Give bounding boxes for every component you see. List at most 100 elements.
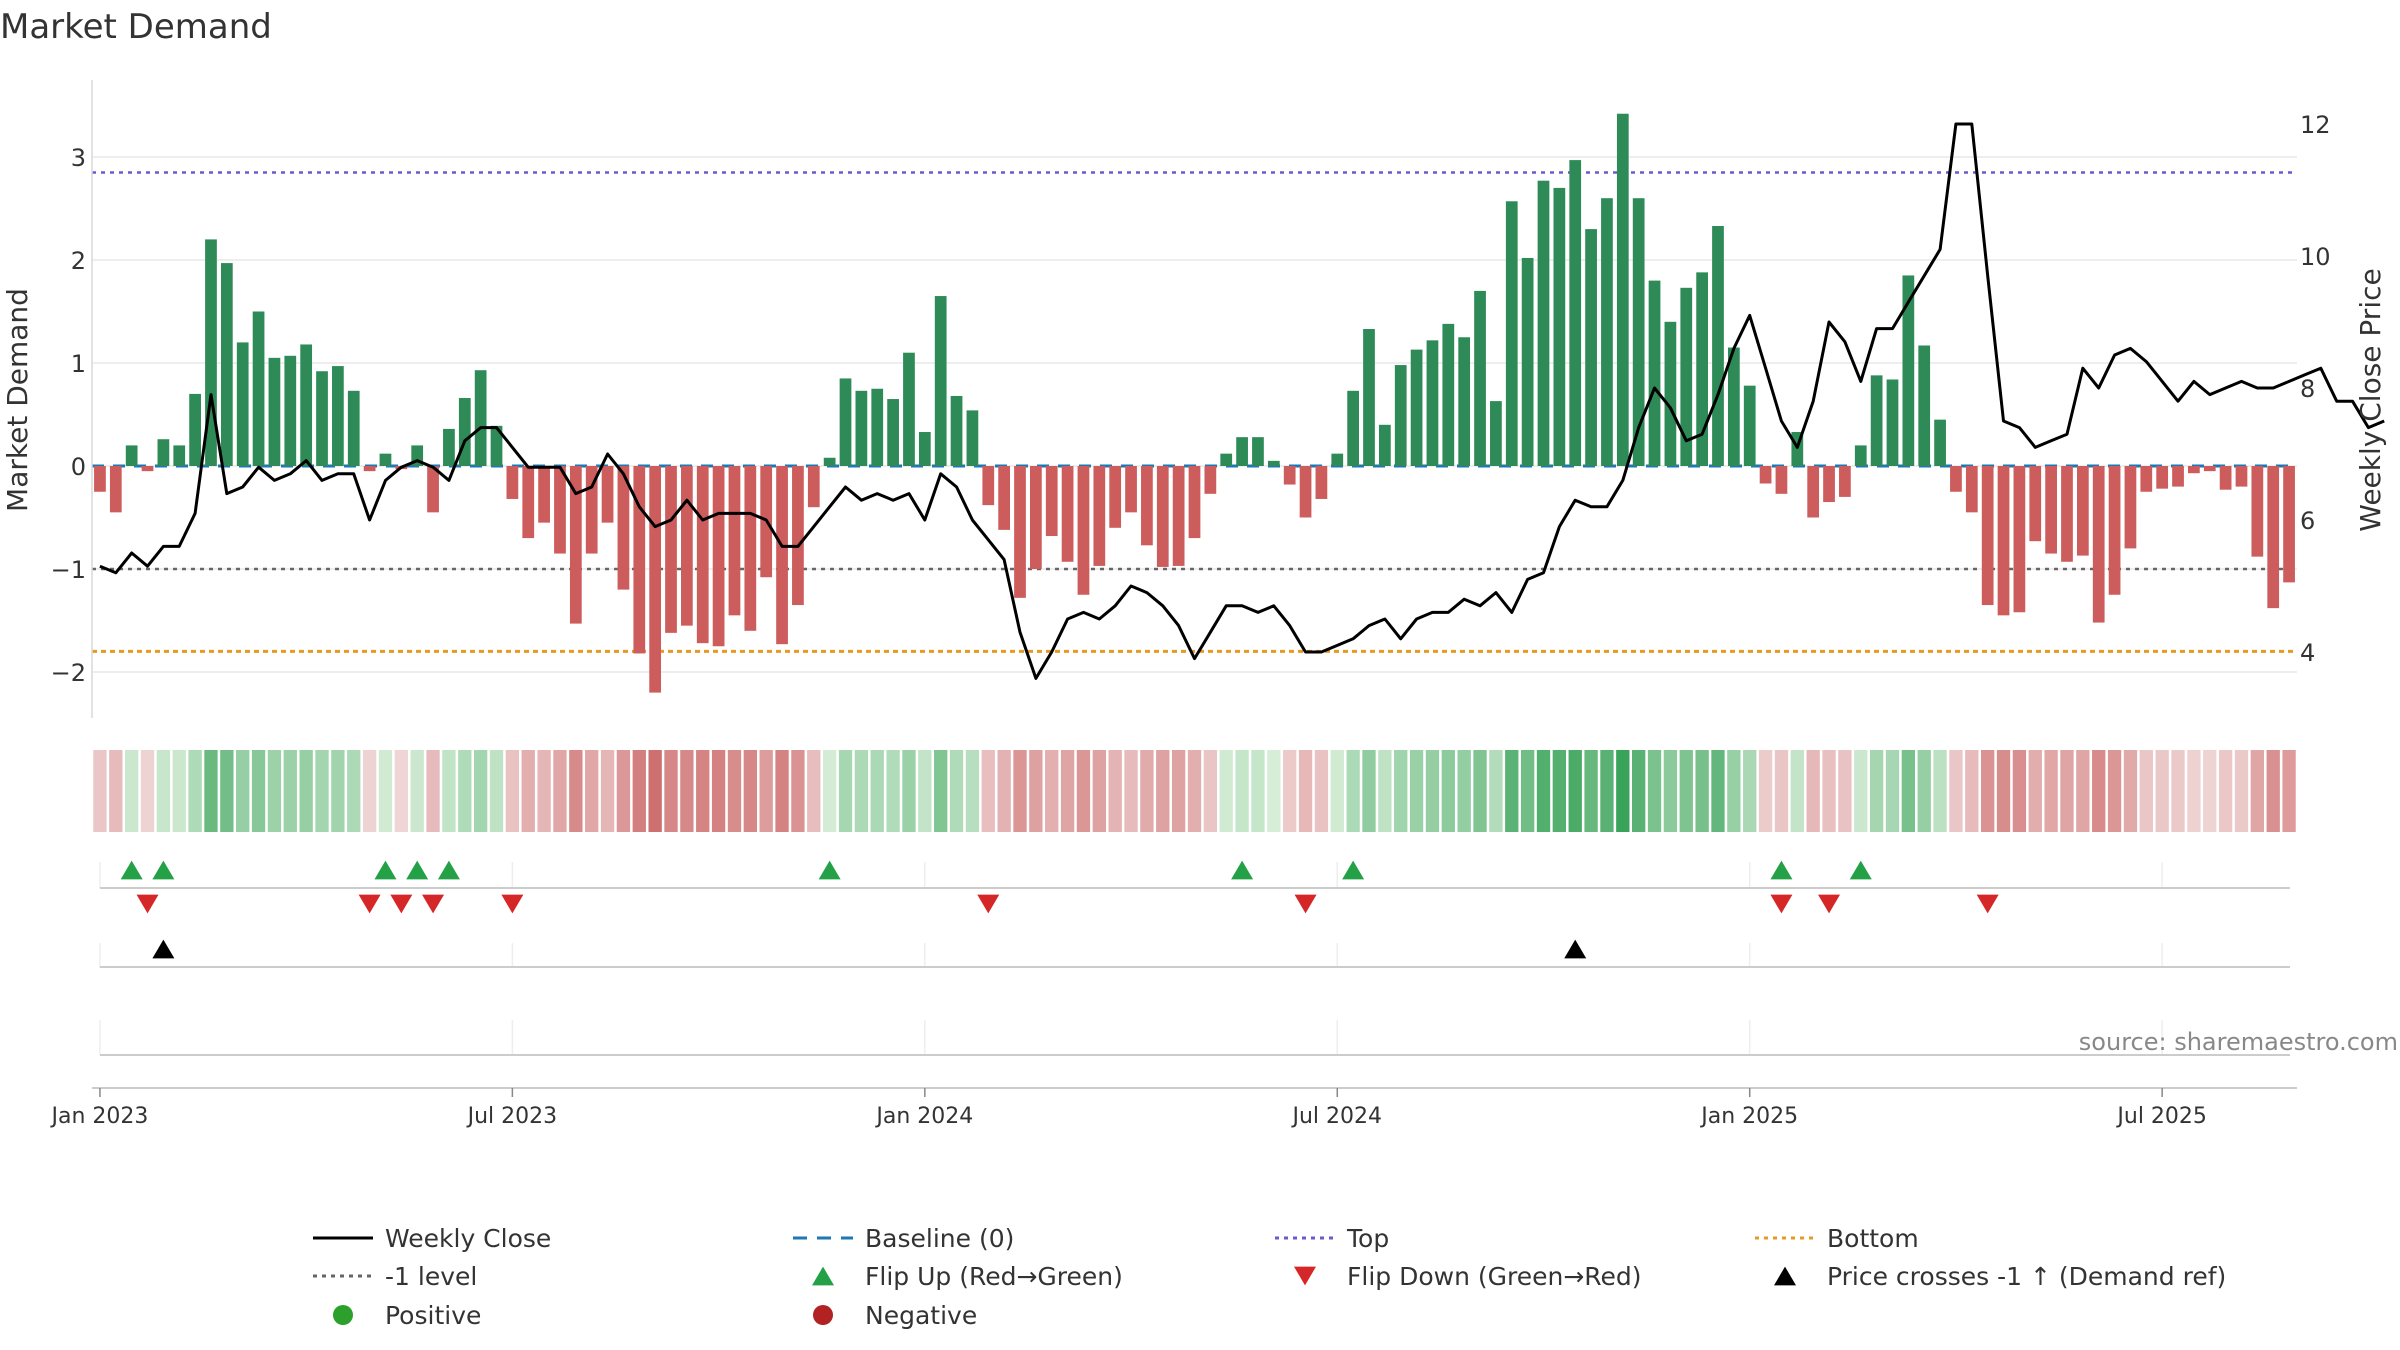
demand-bar-negative (2013, 466, 2026, 613)
reference-lines (92, 171, 2297, 653)
heat-cell (2171, 750, 2185, 832)
y-tick-label: 3 (71, 144, 86, 172)
legend-item: Baseline (0) (793, 1224, 1014, 1253)
demand-bar-negative (554, 466, 566, 554)
demand-bar-positive (839, 378, 852, 466)
y2-tick-label: 6 (2300, 507, 2315, 535)
demand-bar-positive (934, 296, 947, 466)
heat-cell (156, 750, 171, 832)
price-cross-marker (152, 939, 175, 959)
demand-bar-negative (1045, 466, 1058, 537)
demand-bar-negative (776, 466, 788, 645)
demand-bar-positive (379, 453, 392, 466)
heat-cell (172, 750, 186, 832)
heat-cell (2187, 750, 2201, 832)
demand-bar-negative (569, 466, 582, 624)
heat-cell (1552, 750, 1567, 832)
heat-cell (1092, 750, 1106, 832)
demand-bar-negative (94, 466, 106, 492)
heat-cell (347, 750, 361, 832)
demand-bar-negative (585, 466, 598, 554)
demand-bar-positive (966, 410, 979, 466)
demand-bar-negative (681, 466, 693, 626)
heat-cell (2250, 750, 2265, 832)
heat-cell (1727, 750, 1741, 832)
flip-down-marker (1976, 894, 1999, 914)
demand-bar-negative (141, 466, 154, 472)
legend-item: Flip Up (Red→Green) (812, 1262, 1123, 1291)
heat-cell (1330, 750, 1344, 832)
demand-bar-positive (474, 370, 487, 466)
y-tick-label: −1 (51, 556, 86, 584)
legend-swatch-circle (333, 1305, 353, 1325)
demand-bar-positive (1648, 280, 1661, 466)
demand-bar-negative (109, 466, 122, 513)
heat-cell (1822, 750, 1836, 832)
heat-cell (1758, 750, 1773, 832)
legend-swatch-circle (813, 1305, 833, 1325)
legend: Weekly Close Baseline (0) Top Bottom -1 leve… (313, 1224, 2226, 1330)
heat-cell (1298, 750, 1313, 832)
demand-bar-positive (443, 428, 455, 466)
legend-item: Positive (333, 1301, 481, 1330)
heat-cell (1457, 750, 1471, 832)
demand-bar-positive (1632, 198, 1645, 466)
heat-cell (1901, 750, 1916, 832)
heat-cell (1219, 750, 1233, 832)
heat-cell (1171, 750, 1186, 832)
heat-cell (1203, 750, 1218, 832)
weekly-close-line (99, 122, 2385, 680)
y2-tick-label: 4 (2300, 639, 2315, 667)
heat-cell (1869, 750, 1884, 832)
demand-bar-positive (205, 239, 217, 466)
heat-cell (1140, 750, 1154, 832)
weekly-close-line-group (99, 122, 2385, 680)
heat-cell (1314, 750, 1329, 832)
demand-bar-positive (347, 390, 360, 466)
heat-cell (949, 750, 964, 832)
demand-bar-positive (1712, 226, 1724, 466)
flip-up-marker (1770, 860, 1793, 880)
chart-title: Market Demand (0, 7, 272, 47)
demand-bar-negative (1759, 466, 1772, 484)
legend-label: Price crosses -1 ↑ (Demand ref) (1827, 1262, 2226, 1291)
heat-cell (981, 750, 995, 832)
y2-axis-label: Weekly Close Price (2354, 268, 2387, 531)
heat-cell (2155, 750, 2169, 832)
heat-cell (870, 750, 884, 832)
demand-bar-negative (2029, 466, 2042, 542)
heat-cell (1568, 750, 1582, 832)
heat-cell (838, 750, 853, 832)
demand-bar-positive (236, 342, 249, 466)
heat-cell (2044, 750, 2058, 832)
y-axis-label: Market Demand (1, 288, 34, 512)
heat-cell (2012, 750, 2027, 832)
legend-item: Price crosses -1 ↑ (Demand ref) (1774, 1262, 2226, 1291)
legend-swatch-triangle-up (1774, 1266, 1796, 1286)
heat-cell (1076, 750, 1091, 832)
flip-down-marker (1818, 894, 1841, 914)
heat-cell (410, 750, 424, 832)
heat-cell (1235, 750, 1249, 832)
heat-cell (1917, 750, 1931, 832)
demand-bar-negative (2203, 466, 2216, 472)
heat-cell (2060, 750, 2074, 832)
heat-cell (267, 750, 282, 832)
demand-bar-negative (665, 466, 677, 633)
heat-cell (473, 750, 488, 832)
heat-cell (1743, 750, 1757, 832)
demand-bar-positive (157, 439, 170, 466)
demand-bar-positive (1553, 187, 1566, 466)
heat-cell (1981, 750, 1995, 832)
heat-cell (362, 750, 377, 832)
demand-bar-positive (1664, 321, 1677, 466)
demand-bar-positive (1934, 419, 1946, 466)
demand-bar-positive (1236, 437, 1248, 466)
flip-up-marker (818, 860, 841, 880)
demand-bar-positive (1505, 201, 1518, 467)
demand-bar-negative (1077, 466, 1090, 595)
heat-cell (1394, 750, 1408, 832)
demand-bar-negative (1061, 466, 1074, 562)
heat-cell (886, 750, 900, 832)
